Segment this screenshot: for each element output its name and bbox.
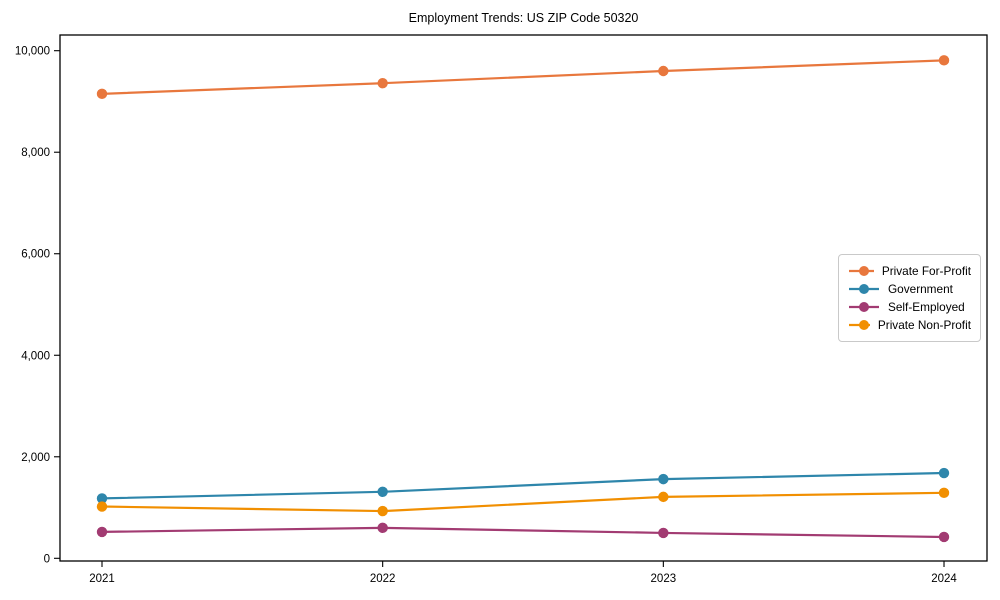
data-point-private-for-profit	[938, 55, 950, 66]
y-tick-label: 8,000	[21, 147, 50, 159]
data-point-government	[377, 486, 388, 498]
series-line-government	[100, 471, 946, 500]
chart-title: Employment Trends: US ZIP Code 50320	[408, 11, 639, 25]
y-tick-label: 0	[44, 553, 50, 565]
legend-item-label: Private Non-Profit	[877, 318, 971, 332]
legend-marker-icon	[849, 284, 879, 294]
x-tick-label: 2024	[931, 573, 957, 585]
y-tick-label: 4,000	[21, 350, 50, 362]
data-point-private-non-profit	[96, 501, 108, 512]
legend-item-self-employed: Self-Employed	[848, 298, 971, 316]
data-point-private-non-profit	[938, 487, 950, 499]
legend-item-government: Government	[848, 280, 971, 298]
data-point-self-employed	[938, 531, 950, 543]
data-point-private-for-profit	[658, 65, 669, 77]
data-point-self-employed	[377, 522, 388, 534]
legend-marker-icon	[849, 266, 874, 276]
data-point-private-non-profit	[658, 491, 669, 503]
data-point-government	[658, 473, 669, 485]
series-line-self-employed	[100, 526, 946, 539]
data-point-private-for-profit	[377, 77, 388, 89]
legend-item-label: Government	[888, 282, 953, 296]
x-tick-label: 2021	[89, 573, 115, 585]
legend-item-private-non-profit: Private Non-Profit	[848, 316, 971, 334]
chart-legend: Private For-Profit Government Self-Employe…	[838, 254, 981, 342]
legend-item-label: Self-Employed	[888, 300, 965, 314]
data-point-government	[96, 493, 108, 504]
data-point-private-non-profit	[377, 505, 388, 517]
legend-marker-icon	[849, 302, 879, 312]
x-tick-label: 2022	[370, 573, 396, 585]
data-point-private-for-profit	[96, 88, 108, 100]
data-point-self-employed	[96, 526, 108, 538]
plot-frame	[59, 34, 988, 562]
series-line-private-for-profit	[100, 59, 946, 95]
data-point-government	[938, 467, 950, 479]
legend-item-private-for-profit: Private For-Profit	[848, 262, 971, 280]
legend-item-label: Private For-Profit	[881, 264, 971, 278]
y-tick-label: 10,000	[15, 46, 50, 58]
y-tick-label: 2,000	[21, 452, 50, 464]
data-point-self-employed	[658, 527, 669, 539]
series-line-private-non-profit	[100, 491, 946, 513]
x-tick-label: 2023	[651, 573, 677, 585]
y-tick-label: 6,000	[21, 249, 50, 261]
legend-marker-icon	[849, 320, 870, 330]
